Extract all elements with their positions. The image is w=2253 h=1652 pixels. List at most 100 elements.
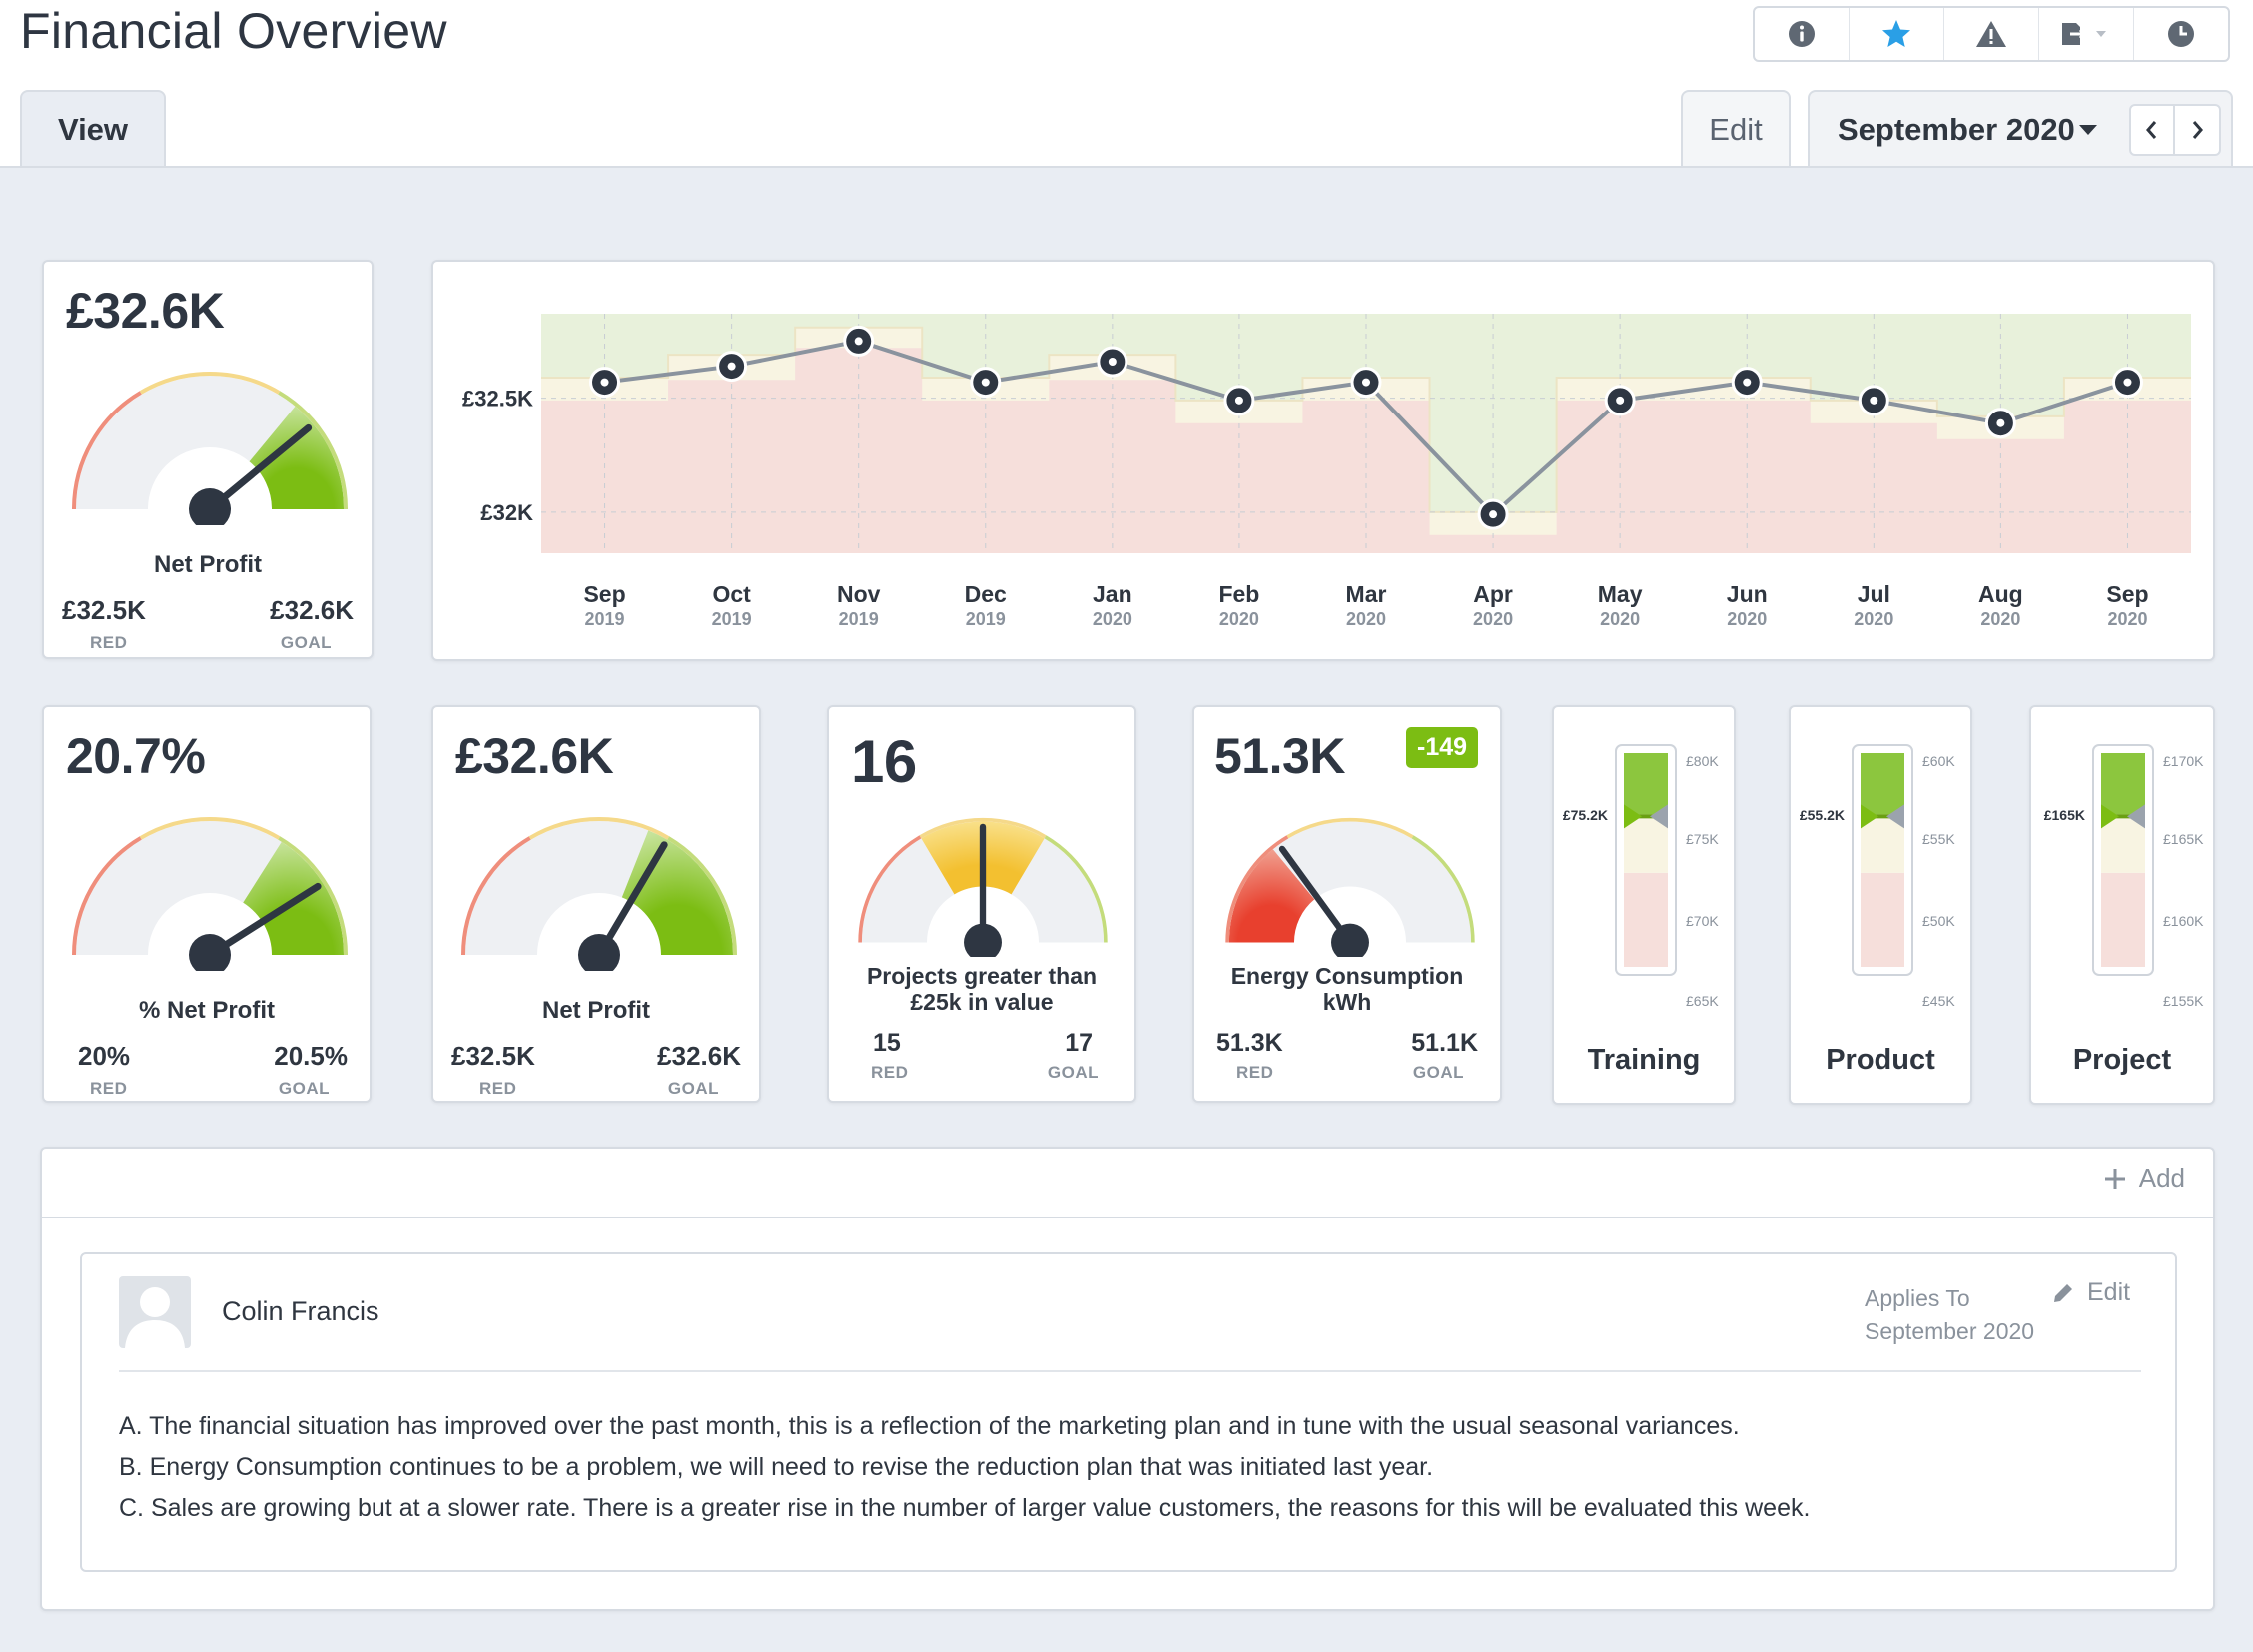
kpi-label-line2: £25k in value xyxy=(910,989,1054,1015)
goal-caption: GOAL xyxy=(1047,1063,1099,1082)
x-tick-year: 2019 xyxy=(839,609,879,629)
gauge-rim xyxy=(919,817,1047,839)
thermometer-fill xyxy=(2101,753,2145,815)
edit-comment-button[interactable]: Edit xyxy=(2051,1278,2130,1307)
x-tick-year: 2020 xyxy=(1600,609,1640,629)
kpi-label: Net Profit xyxy=(542,997,650,1024)
thermometer-card-training[interactable]: £80K £75K £70K £65K £75.2K Training xyxy=(1552,705,1736,1105)
data-point-center xyxy=(1743,378,1752,387)
page-title: Financial Overview xyxy=(20,3,447,59)
alert-button[interactable] xyxy=(1944,8,2039,60)
thermometer-current: £75.2K xyxy=(1562,807,1608,824)
kpi-label-line1: Projects greater than xyxy=(866,963,1098,989)
goal-value: £32.6K xyxy=(270,595,354,625)
comments-panel: Add Colin Francis Applies To September 2… xyxy=(40,1147,2215,1611)
kpi-label-line1: Energy Consumption xyxy=(1230,963,1464,989)
thermometer-goal-marker xyxy=(1650,804,1668,829)
kpi-card-net-profit[interactable]: £32.6K Net Profit £32.5K RED £32.6K GOAL xyxy=(431,705,761,1103)
red-value: 20% xyxy=(78,1041,131,1071)
thermometer-tick: £65K xyxy=(1686,993,1719,1009)
x-tick-month: Apr xyxy=(1473,581,1513,607)
x-tick-year: 2020 xyxy=(1219,609,1259,629)
red-caption: RED xyxy=(90,1079,128,1098)
thermometer-goal-marker xyxy=(2127,804,2145,829)
gauge-rim xyxy=(139,817,281,840)
x-tick-year: 2019 xyxy=(585,609,625,629)
goal-caption: GOAL xyxy=(278,1079,330,1098)
plus-icon xyxy=(2104,1168,2125,1189)
y-tick-label: £32.5K xyxy=(462,387,533,412)
gauge-hub xyxy=(578,934,620,971)
variance-badge: -149 xyxy=(1406,727,1479,768)
thermometer-card-project[interactable]: £170K £165K £160K £155K £165K Project xyxy=(2029,705,2215,1105)
applies-label: Applies To xyxy=(1865,1285,1970,1311)
thermometer-current: £165K xyxy=(2043,807,2085,824)
thermometer-fill xyxy=(1861,753,1904,815)
caret-down-icon[interactable] xyxy=(2079,125,2097,135)
kpi-value: 51.3K xyxy=(1214,728,1345,784)
x-tick-year: 2020 xyxy=(1346,609,1386,629)
thermometer-marker xyxy=(1861,804,1878,829)
goal-caption: GOAL xyxy=(1412,1063,1464,1082)
next-period-button[interactable] xyxy=(2175,104,2221,156)
x-tick-month: Sep xyxy=(583,581,625,607)
x-tick-year: 2020 xyxy=(1093,609,1132,629)
thermometer-current: £55.2K xyxy=(1799,807,1845,824)
gauge-rim xyxy=(667,836,737,956)
info-button[interactable] xyxy=(1755,8,1850,60)
gauge-rim xyxy=(1286,817,1414,839)
gauge-rim xyxy=(1044,835,1108,943)
kpi-card-net-profit-main[interactable]: £32.6K Net Profit £32.5K RED £32.6K GOAL xyxy=(42,260,374,659)
x-tick-year: 2020 xyxy=(1473,609,1513,629)
gauge-needle xyxy=(206,882,322,959)
applies-to: Applies To September 2020 xyxy=(1865,1282,2034,1348)
net-profit-trend-chart: £32.5K £32K Sep 2019 Oct 2019 Nov 2019 Dec 2019 Ja… xyxy=(431,260,2215,661)
projects-gauge xyxy=(858,817,1108,957)
thermometer-gauge xyxy=(1852,744,1913,976)
gauge-rim xyxy=(139,372,281,395)
y-tick-label: £32K xyxy=(480,500,533,525)
kpi-card-projects[interactable]: 16 Projects greater than £25k in value 1… xyxy=(827,705,1136,1103)
avatar xyxy=(119,1276,191,1348)
gauge-zone xyxy=(249,406,344,509)
export-button[interactable] xyxy=(2039,8,2134,60)
x-tick-month: Oct xyxy=(712,581,751,607)
thermometer-red-zone xyxy=(2101,872,2145,967)
add-comment-button[interactable]: Add xyxy=(2103,1163,2185,1194)
history-button[interactable] xyxy=(2134,8,2228,60)
thermometer-label: Training xyxy=(1587,1044,1701,1076)
kpi-label-line2: kWh xyxy=(1322,989,1372,1015)
gauge-hub xyxy=(1331,923,1369,957)
thermometer-card-product[interactable]: £60K £55K £50K £45K £55.2K Product xyxy=(1789,705,1972,1105)
period-dropdown[interactable]: September 2020 xyxy=(1838,112,2075,147)
divider xyxy=(42,1217,2213,1218)
chevron-right-icon xyxy=(2192,121,2203,139)
applies-value: September 2020 xyxy=(1865,1318,2035,1344)
thermometer-marker xyxy=(1624,804,1642,829)
export-icon xyxy=(2062,23,2106,45)
gauge-zone xyxy=(1228,849,1315,943)
thermometer-label: Product xyxy=(1826,1044,1935,1076)
x-tick-year: 2019 xyxy=(966,609,1006,629)
gauge-needle xyxy=(206,423,313,513)
kpi-card-energy[interactable]: 51.3K -149 Energy Consumption kWh 51.3K … xyxy=(1192,705,1502,1103)
kpi-card-pct-net-profit[interactable]: 20.7% % Net Profit 20% RED 20.5% GOAL xyxy=(42,705,372,1103)
x-tick-month: May xyxy=(1598,581,1643,607)
thermometer-fill xyxy=(1624,753,1668,815)
thermometer-goal-marker xyxy=(1886,804,1904,829)
favourite-button[interactable] xyxy=(1850,8,1944,60)
tab-edit[interactable]: Edit xyxy=(1681,90,1791,168)
user-icon xyxy=(125,1287,185,1348)
previous-period-button[interactable] xyxy=(2129,104,2175,156)
alert-icon xyxy=(1976,21,2006,47)
tab-view[interactable]: View xyxy=(20,90,166,168)
kpi-label: Net Profit xyxy=(154,551,262,578)
goal-value: 17 xyxy=(1065,1029,1093,1057)
red-band xyxy=(541,348,2191,553)
goal-threshold-line xyxy=(541,326,2191,513)
x-tick-month: Feb xyxy=(1218,581,1259,607)
comment-body: A. The financial situation has improved … xyxy=(119,1406,1810,1529)
kpi-value: £32.6K xyxy=(455,728,614,784)
comment-card: Colin Francis Applies To September 2020 … xyxy=(80,1252,2177,1572)
gauge-hub xyxy=(189,934,231,971)
